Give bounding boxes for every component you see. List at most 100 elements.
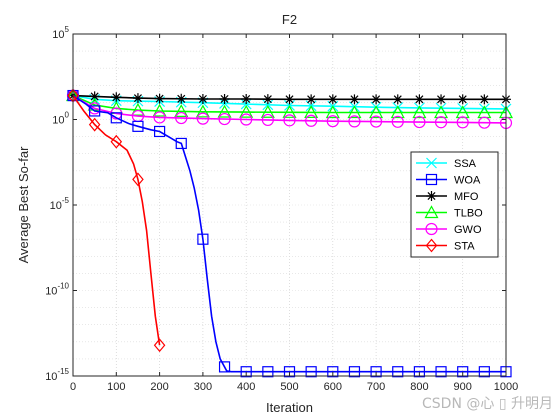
data-point-gwo: [283, 114, 296, 127]
chart-title: F2: [282, 12, 297, 27]
legend-marker-gwo: [425, 222, 438, 236]
data-point-gwo: [434, 116, 448, 129]
series-line-sta: [72, 95, 161, 346]
x-axis-label: Iteration: [266, 400, 313, 415]
data-point-woa: [457, 366, 469, 378]
data-point-gwo: [240, 113, 253, 126]
data-point-mfo: [176, 93, 187, 104]
series-mfo: [68, 90, 511, 105]
x-tick-label: 100: [107, 381, 125, 393]
x-tick-label: 400: [237, 381, 255, 393]
legend-label-mfo: MFO: [454, 191, 479, 203]
series-line-gwo: [72, 94, 507, 124]
data-point-mfo: [132, 93, 143, 104]
data-point-woa: [370, 366, 382, 378]
data-point-tlbo: [412, 105, 427, 119]
series-line-woa: [72, 94, 506, 373]
data-point-woa: [175, 137, 187, 150]
data-point-mfo: [219, 93, 230, 104]
data-point-mfo: [284, 94, 295, 105]
data-point-gwo: [175, 111, 188, 125]
data-point-tlbo: [347, 105, 362, 119]
data-point-gwo: [456, 116, 469, 129]
data-point-tlbo: [260, 104, 275, 118]
legend-label-gwo: GWO: [454, 224, 482, 236]
data-point-gwo: [348, 115, 361, 128]
legend-label-sta: STA: [454, 241, 475, 253]
data-point-gwo: [153, 111, 166, 124]
data-point-mfo: [111, 92, 122, 103]
legend-item-ssa: SSA: [416, 157, 477, 170]
data-point-tlbo: [282, 105, 297, 118]
data-point-mfo: [457, 94, 468, 105]
data-point-woa: [348, 366, 361, 378]
data-point-woa: [392, 366, 404, 378]
watermark: CSDN @心 ▯ 升明月: [422, 396, 553, 412]
data-point-mfo: [262, 94, 273, 105]
data-point-tlbo: [434, 105, 449, 119]
legend: SSA WOA MFO TLBO GWO STA: [410, 151, 499, 258]
x-tick-label: 200: [150, 381, 168, 393]
data-point-woa: [327, 366, 339, 378]
y-tick-label: 10-5: [50, 196, 70, 212]
series-gwo: [66, 89, 513, 130]
data-point-woa: [478, 366, 490, 378]
data-point-gwo: [261, 113, 274, 127]
data-point-gwo: [326, 115, 339, 128]
data-point-tlbo: [195, 104, 210, 118]
legend-marker-mfo: [426, 191, 437, 201]
data-point-woa: [435, 366, 447, 378]
x-tick-label: 600: [324, 381, 342, 393]
data-point-mfo: [306, 94, 317, 105]
data-point-woa: [240, 366, 252, 378]
legend-item-gwo: GWO: [416, 222, 482, 236]
data-point-mfo: [327, 94, 338, 105]
data-point-mfo: [436, 94, 447, 105]
data-point-mfo: [197, 93, 208, 104]
data-point-sta: [110, 134, 123, 149]
data-point-mfo: [241, 93, 252, 104]
x-axis-ticks: 0 100 200 300 400 500 600 700 800 900 1000: [70, 34, 518, 393]
legend-item-tlbo: TLBO: [416, 205, 483, 220]
legend-item-sta: STA: [416, 238, 475, 253]
y-tick-label: 105: [52, 25, 69, 41]
legend-marker-sta: [425, 238, 438, 253]
data-point-mfo: [479, 94, 490, 105]
data-point-mfo: [392, 94, 403, 105]
x-tick-label: 900: [454, 381, 472, 393]
legend-marker-woa: [425, 173, 438, 186]
data-point-tlbo: [369, 105, 384, 119]
data-point-ssa: [240, 98, 252, 110]
data-point-gwo: [478, 116, 491, 129]
data-point-tlbo: [217, 104, 232, 118]
y-tick-label: 100: [52, 111, 69, 127]
data-point-woa: [110, 112, 122, 124]
data-point-tlbo: [390, 105, 405, 119]
legend-item-mfo: MFO: [416, 191, 479, 203]
data-point-gwo: [305, 114, 318, 127]
legend-label-woa: WOA: [454, 175, 481, 187]
x-tick-label: 700: [367, 381, 385, 393]
data-point-mfo: [154, 93, 165, 104]
data-point-tlbo: [325, 105, 340, 119]
data-point-tlbo: [174, 104, 189, 117]
data-point-woa: [305, 366, 317, 378]
data-point-woa: [218, 361, 231, 373]
legend-item-woa: WOA: [416, 173, 481, 187]
y-tick-label: 10-10: [45, 282, 69, 298]
data-point-tlbo: [130, 102, 145, 116]
legend-label-ssa: SSA: [454, 158, 477, 170]
data-point-sta: [132, 172, 144, 187]
data-point-gwo: [391, 115, 404, 128]
legend-marker-tlbo: [424, 205, 439, 219]
data-point-mfo: [89, 91, 100, 102]
data-point-tlbo: [239, 104, 254, 118]
data-point-woa: [132, 120, 144, 132]
data-point-mfo: [371, 94, 382, 105]
data-point-ssa: [413, 102, 425, 114]
x-tick-label: 0: [70, 381, 76, 393]
data-point-woa: [154, 125, 166, 138]
x-tick-label: 500: [280, 381, 298, 393]
data-point-tlbo: [152, 103, 167, 117]
